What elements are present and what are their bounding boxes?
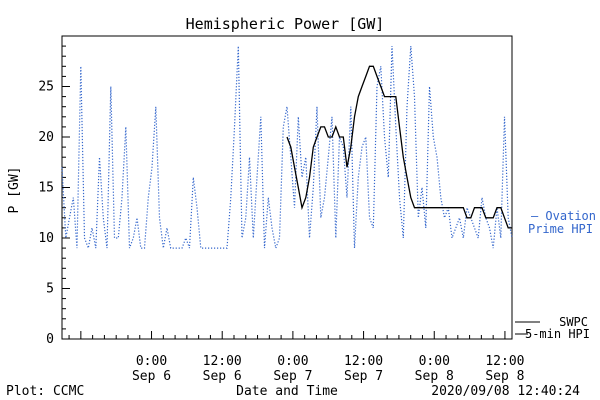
x-tick-time-label: 0:00 [419, 354, 450, 369]
y-axis-ticks: 0 5 10 15 20 25 [38, 45, 70, 347]
x-tick-date-label: Sep 6 [203, 369, 242, 384]
legend-ovation-line1: — Ovation [531, 209, 596, 223]
legend-ovation-line2: Prime HPI [528, 222, 593, 236]
x-tick-date-label: Sep 7 [344, 369, 383, 384]
y-tick-label: 25 [38, 80, 54, 95]
x-tick-date-label: Sep 8 [485, 369, 524, 384]
x-tick-time-label: 0:00 [136, 354, 167, 369]
footer-plot-source: Plot: CCMC [6, 384, 84, 399]
footer-timestamp: 2020/09/08 12:40:24 [431, 384, 580, 399]
series-line-ovation [61, 46, 513, 251]
legend-swpc-line2: 5-min HPI [525, 327, 590, 341]
x-axis-label: Date and Time [236, 384, 338, 399]
chart-title: Hemispheric Power [GW] [186, 15, 385, 33]
y-axis-label: P [GW] [7, 167, 22, 214]
y-tick-label: 20 [38, 130, 54, 145]
legend-swpc-line1: SWPC [559, 315, 588, 329]
plot-frame [61, 35, 513, 340]
x-tick-time-label: 12:00 [485, 354, 524, 369]
series-line-swpc [286, 65, 512, 229]
x-tick-date-label: Sep 7 [273, 369, 312, 384]
x-tick-date-label: Sep 8 [415, 369, 454, 384]
y-tick-label: 15 [38, 181, 54, 196]
series-lines [61, 46, 513, 251]
x-tick-time-label: 12:00 [203, 354, 242, 369]
x-tick-time-label: 0:00 [277, 354, 308, 369]
y-tick-label: 0 [46, 332, 54, 347]
y-tick-label: 5 [46, 282, 54, 297]
y-tick-label: 10 [38, 231, 54, 246]
x-tick-date-label: Sep 6 [132, 369, 171, 384]
x-tick-time-label: 12:00 [344, 354, 383, 369]
